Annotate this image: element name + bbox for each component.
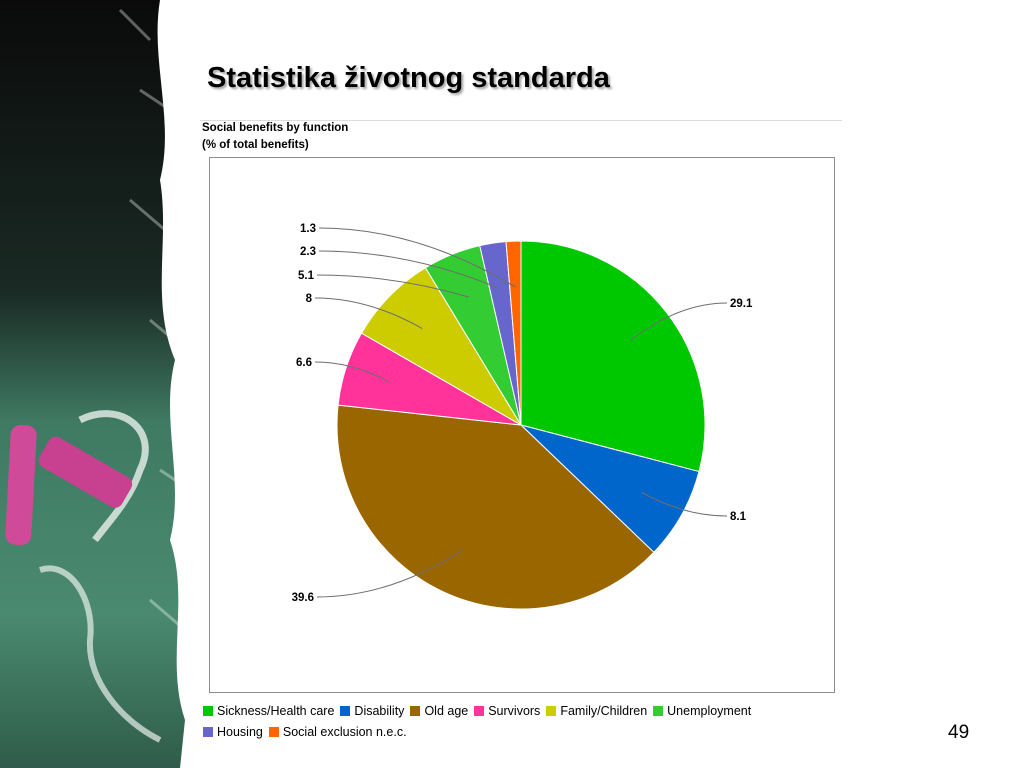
pie-slice-family-children bbox=[360, 267, 522, 426]
legend-row: Housing Social exclusion n.e.c. bbox=[203, 721, 803, 742]
data-label: 8.1 bbox=[730, 511, 747, 523]
legend-label: Old age bbox=[424, 703, 469, 718]
legend-swatch bbox=[203, 726, 213, 737]
legend-item: Sickness/Health care bbox=[203, 704, 334, 718]
leader-line bbox=[318, 250, 501, 290]
leader-line bbox=[316, 274, 470, 298]
legend-label: Sickness/Health care bbox=[217, 703, 335, 718]
data-label: 39.6 bbox=[292, 592, 314, 604]
legend-item: Family/Children bbox=[546, 704, 647, 718]
legend-label: Social exclusion n.e.c. bbox=[282, 724, 407, 739]
data-label: 1.3 bbox=[300, 223, 316, 235]
pie-slice-social-exclusion-n-e-c- bbox=[505, 240, 522, 426]
legend-swatch bbox=[268, 726, 279, 737]
pie-slice-sickness-health-care bbox=[520, 240, 706, 473]
pie-slice-disability bbox=[519, 424, 700, 554]
leader-line bbox=[318, 227, 516, 288]
chalkboard-background bbox=[0, 0, 191, 768]
legend-item: Old age bbox=[410, 704, 468, 718]
pie-slice-old-age bbox=[336, 404, 655, 610]
slide-title: Statistika životnog standarda bbox=[207, 62, 610, 94]
page-number: 49 bbox=[948, 722, 970, 743]
legend-item: Housing bbox=[203, 725, 263, 739]
legend-item: Disability bbox=[340, 704, 404, 718]
legend-swatch bbox=[203, 705, 213, 716]
leader-line bbox=[314, 297, 423, 330]
chart-title: Social benefits by function bbox=[202, 122, 349, 134]
legend-label: Housing bbox=[217, 724, 263, 739]
leader-line bbox=[629, 302, 728, 342]
leader-line bbox=[314, 361, 391, 383]
legend-item: Survivors bbox=[474, 704, 540, 718]
legend-label: Survivors bbox=[488, 703, 541, 718]
data-label: 2.3 bbox=[300, 246, 316, 258]
data-label: 8 bbox=[306, 293, 313, 305]
title-divider bbox=[200, 120, 842, 121]
data-label: 5.1 bbox=[298, 270, 315, 282]
legend-swatch bbox=[653, 705, 664, 716]
legend-swatch bbox=[546, 705, 557, 716]
legend-item: Unemployment bbox=[653, 704, 751, 718]
legend-swatch bbox=[340, 705, 351, 716]
legend-label: Disability bbox=[354, 703, 405, 718]
legend-swatch bbox=[410, 705, 421, 716]
data-label: 6.6 bbox=[296, 357, 312, 369]
chart-subtitle: (% of total benefits) bbox=[202, 139, 309, 151]
legend-label: Family/Children bbox=[560, 703, 648, 718]
chart-legend: Sickness/Health care Disability Old age Sur… bbox=[203, 700, 803, 742]
legend-label: Unemployment bbox=[667, 703, 752, 718]
legend-swatch bbox=[474, 705, 485, 716]
legend-row: Sickness/Health care Disability Old age Sur… bbox=[203, 700, 803, 721]
data-label: 29.1 bbox=[730, 298, 753, 310]
legend-item: Social exclusion n.e.c. bbox=[268, 724, 407, 739]
leader-line bbox=[316, 549, 463, 598]
leader-line bbox=[641, 491, 728, 517]
